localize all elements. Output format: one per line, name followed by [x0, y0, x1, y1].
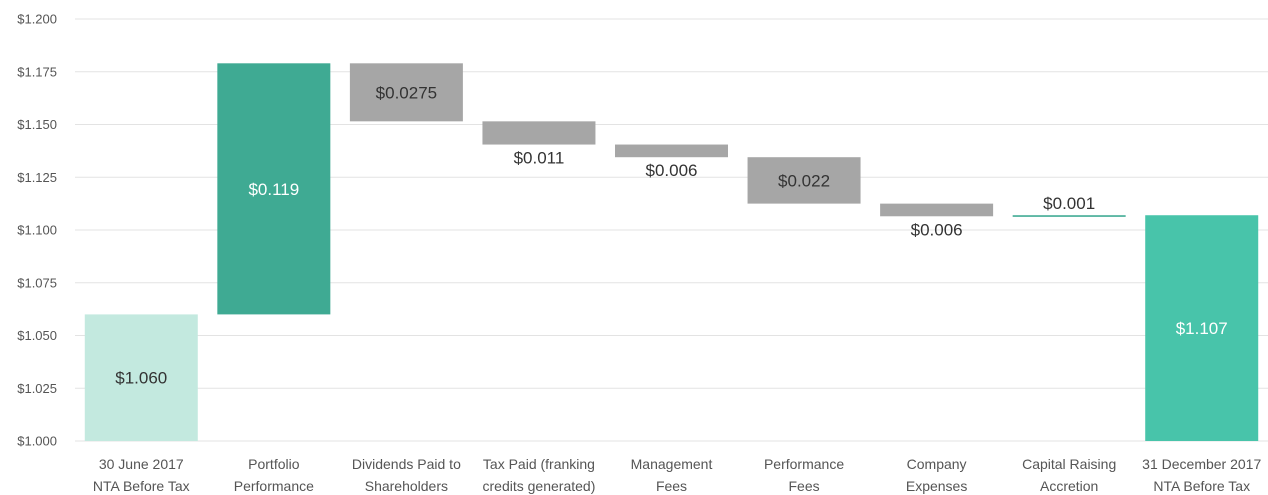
data-label: $0.011: [514, 149, 565, 168]
bars: [84, 63, 1259, 441]
y-axis-ticks: $1.000 $1.025 $1.050 $1.075 $1.100 $1.125 $1.1…: [17, 12, 57, 449]
y-tick-label: $1.175: [17, 64, 57, 79]
category-label: Expenses: [906, 478, 967, 494]
y-tick-label: $1.050: [17, 328, 57, 343]
data-label: $0.006: [911, 220, 963, 239]
x-axis-categories: 30 June 2017 NTA Before Tax Portfolio Perfo…: [93, 456, 1262, 494]
category-label: Dividends Paid to: [352, 456, 461, 472]
category-label: Fees: [788, 478, 819, 494]
category-label: Portfolio: [248, 456, 300, 472]
y-tick-label: $1.025: [17, 381, 57, 396]
y-tick-label: $1.075: [17, 275, 57, 290]
category-label: Performance: [234, 478, 314, 494]
category-label: Tax Paid (franking: [483, 456, 595, 472]
category-label: NTA Before Tax: [93, 478, 190, 494]
bar: [615, 144, 728, 158]
category-label: Capital Raising: [1022, 456, 1116, 472]
data-label: $0.119: [248, 180, 299, 199]
category-label: Performance: [764, 456, 844, 472]
data-label: $0.001: [1043, 194, 1095, 213]
category-label: NTA Before Tax: [1153, 478, 1250, 494]
bar: [349, 63, 463, 122]
bar: [747, 157, 861, 204]
y-tick-label: $1.150: [17, 117, 57, 132]
bar: [1145, 215, 1259, 441]
data-label: $0.022: [778, 171, 830, 190]
bar: [1012, 215, 1126, 217]
y-tick-label: $1.125: [17, 170, 57, 185]
data-labels: $1.060 $0.119 $0.0275 $0.011 $0.006 $0.022 $0.…: [115, 83, 1227, 387]
category-label: Fees: [656, 478, 687, 494]
bar: [84, 314, 198, 441]
category-label: Company: [907, 456, 967, 472]
bar: [217, 63, 331, 315]
data-label: $1.107: [1176, 319, 1228, 338]
category-label: Shareholders: [365, 478, 448, 494]
category-label: 31 December 2017: [1142, 456, 1261, 472]
y-tick-label: $1.200: [17, 12, 57, 27]
data-label: $0.006: [646, 161, 698, 180]
bar: [482, 121, 596, 145]
bar: [880, 203, 994, 217]
category-label: Management: [631, 456, 713, 472]
category-label: 30 June 2017: [99, 456, 184, 472]
y-tick-label: $1.000: [17, 434, 57, 449]
category-label: Accretion: [1040, 478, 1098, 494]
y-tick-label: $1.100: [17, 223, 57, 238]
category-label: credits generated): [483, 478, 596, 494]
data-label: $0.0275: [376, 83, 437, 102]
data-label: $1.060: [115, 369, 167, 388]
